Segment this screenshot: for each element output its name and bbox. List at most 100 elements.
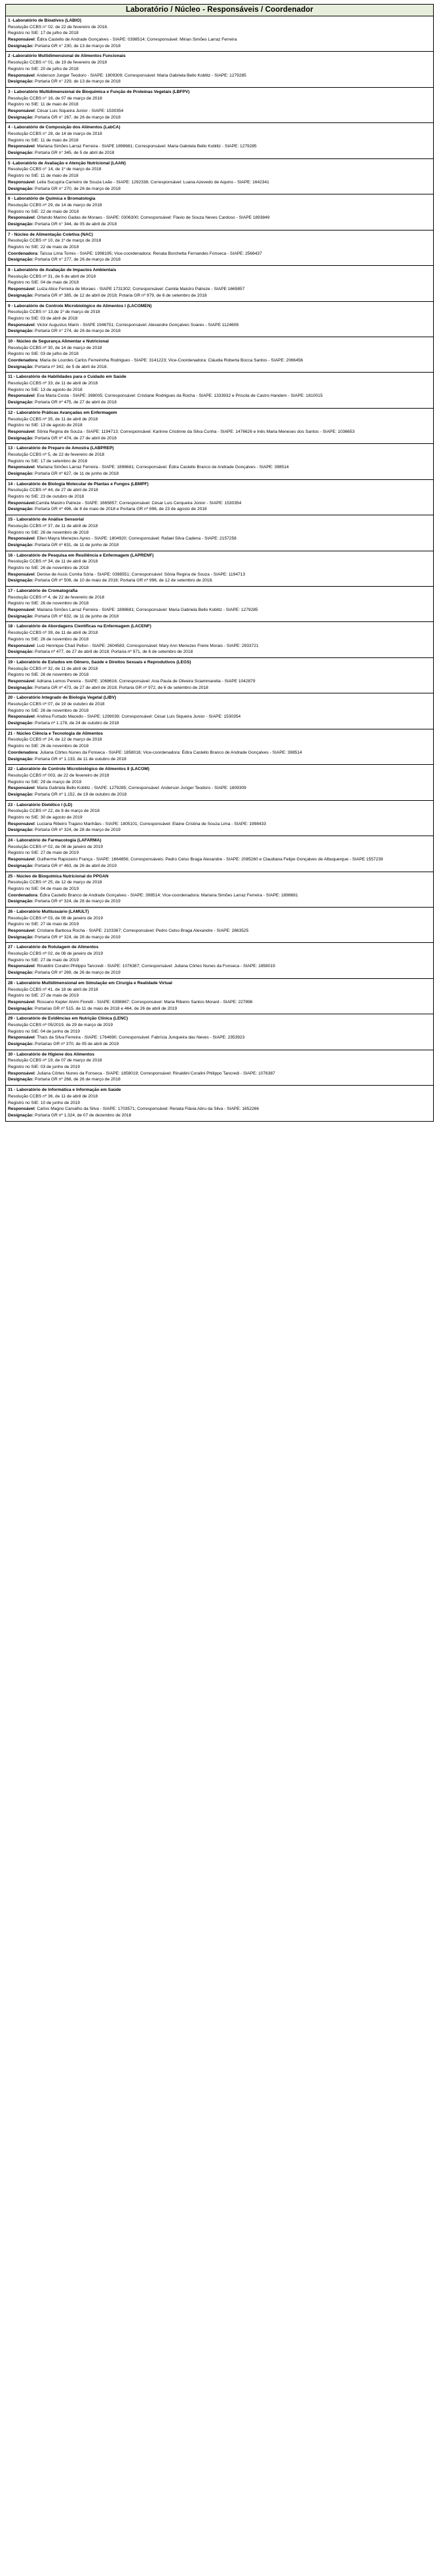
- lab-responsavel: Responsável: Luciana Ribeiro Trajano Man…: [8, 821, 431, 828]
- lab-entry-cell: 10 - Núcleo de Segurança Alimentar e Nut…: [5, 336, 434, 373]
- lab-title: 10 - Núcleo de Segurança Alimentar e Nut…: [8, 339, 109, 344]
- lab-entry: 4 - Laboratório de Composição dos Alimen…: [8, 124, 431, 156]
- lab-responsavel-label: Coordenadora: [8, 251, 38, 256]
- lab-designacao: Designação: Portaria GR nº 632, de 11 de…: [8, 614, 431, 620]
- lab-resolucao: Resolução CCBS n° 16, de 07 de março de …: [8, 96, 102, 101]
- lab-resolucao: Resolução CCBS nº 25, de 12 de março de …: [8, 880, 102, 885]
- lab-responsavel: Responsável: Leila Sucupira Carneiro de …: [8, 179, 431, 186]
- table-row: 14 - Laboratório de Biologia Molecular d…: [5, 479, 434, 516]
- lab-entry-cell: 21 - Núcleo Ciência e Tecnologia de Alim…: [5, 728, 434, 765]
- lab-designacao-label: Designação:: [8, 614, 34, 619]
- lab-entry: 10 - Núcleo de Segurança Alimentar e Nut…: [8, 339, 431, 370]
- lab-designacao-label: Designação:: [8, 934, 34, 940]
- lab-title: 2 -Laboratório Multidimensional de Alime…: [8, 54, 126, 59]
- lab-designacao-value: Portaria nº 342, de 5 de abril de 2018.: [33, 364, 108, 369]
- lab-title: 30 - Laboratório de Higiene dos Alimento…: [8, 1052, 95, 1057]
- lab-registro-sie: Registro no SIE: 26 de novembro de 2018: [8, 708, 89, 713]
- table-row: 4 - Laboratório de Composição dos Alimen…: [5, 122, 434, 159]
- lab-responsavel-label: Responsável: [8, 857, 35, 862]
- lab-responsavel: Responsável: Sônia Regina de Souza - SIA…: [8, 429, 431, 435]
- lab-designacao: Designação: Portaria GR n° 267, de 26 de…: [8, 115, 431, 121]
- lab-entry: 5 -Laboratório de Avaliação e Atenção Nu…: [8, 160, 431, 192]
- lab-resolucao: Resolução CCBS n° 02. de 22 de fevereiro…: [8, 24, 108, 29]
- lab-designacao-value: Portaria GR n° 274, de 26 de março de 20…: [33, 329, 121, 334]
- lab-designacao: Designação: Portaria GR n° 277, de 26 de…: [8, 257, 431, 263]
- lab-designacao-value: Portarias GR nº 515. de 11 de maio de 20…: [33, 1006, 178, 1011]
- lab-resolucao: Resolução CCBS nº 05/2019, de 29 de març…: [8, 1022, 113, 1027]
- lab-responsavel: Responsável: Andrea Furtado Macedo - SIA…: [8, 714, 431, 720]
- lab-resolucao: Resolução CCBS nº 36, de 11 de abril de …: [8, 1094, 98, 1099]
- lab-registro-sie: Registro no SIE: 26 de novembro de 2018: [8, 636, 89, 642]
- lab-responsavel-label: Responsável: [8, 536, 35, 542]
- lab-designacao: Designação: Portaria GR n° 270, de 26 de…: [8, 186, 431, 193]
- lab-responsavel-value: : Cristiane Barbosa Rocha - SIAPE: 21033…: [34, 929, 249, 933]
- lab-registro-sie: Registro no SIE: 30 de agosto de 2019: [8, 815, 83, 820]
- lab-responsavel-label: Responsável: [8, 215, 35, 221]
- table-row: 10 - Núcleo de Segurança Alimentar e Nut…: [5, 336, 434, 373]
- lab-designacao-value: Portaria GR n° 277, de 26 de março de 20…: [33, 257, 121, 263]
- lab-entry-cell: 7 - Núcleo de Alimentação Coletiva (NAC)…: [5, 229, 434, 267]
- lab-designacao-label: Designação:: [8, 542, 34, 547]
- lab-responsavel-label: Responsável: [8, 322, 35, 327]
- lab-registro-sie: Registro no SIE: 17 de julho de 2018: [8, 31, 79, 36]
- lab-responsavel-value: : Édira Castello Branco de Andrade Gonça…: [37, 892, 298, 898]
- lab-designacao-label: Designação:: [8, 507, 34, 512]
- lab-responsavel: Responsável: César Luis Siqueira Junior …: [8, 108, 431, 115]
- table-header-cell: Laboratório / Núcleo - Responsáveis / Co…: [5, 4, 434, 16]
- lab-resolucao: Resolução CCBS n° 01, de 19 de fevereiro…: [8, 60, 107, 65]
- lab-designacao-label: Designação:: [8, 257, 34, 263]
- lab-entry: 1 -Laboratório de Bioativos (LABIO) Resol…: [8, 18, 431, 49]
- lab-registro-sie: Registro no SIE: 03 de abril de 2018: [8, 316, 78, 321]
- table-header-row: Laboratório / Núcleo - Responsáveis / Co…: [5, 4, 434, 16]
- lab-designacao-value: Portaria GR nº 1.152, de 19 de outubro d…: [33, 792, 127, 797]
- lab-designacao: Designação: Portaria GR n° 345, de 5 de …: [8, 150, 431, 156]
- lab-responsavel-value: : Andrea Furtado Macedo - SIAPE: 1299039…: [34, 714, 241, 720]
- lab-responsavel-label: Responsável: [8, 964, 35, 969]
- lab-responsavel-value: : Victor Augustus Marin - SIAPE 1946751;…: [34, 322, 239, 327]
- lab-responsavel: Responsável: Victor Augustus Marin - SIA…: [8, 322, 431, 329]
- lab-responsavel-value: : César Luis Siqueira Junior - SIAPE: 15…: [34, 108, 124, 113]
- lab-registro-sie: Registro no SIE: 11 de maio de 2018: [8, 138, 79, 143]
- lab-title: 28 - Laboratório Multidimensional em Sim…: [8, 980, 172, 985]
- lab-responsavel-value: : Édira Castello de Andrade Gonçalves - …: [34, 37, 237, 43]
- lab-designacao-value: Portaria GR nº 324, de 28 de março de 20…: [33, 934, 121, 940]
- lab-title: 14 - Laboratório de Biologia Molecular d…: [8, 481, 149, 487]
- lab-entry: 6 - Laboratório de Química e Bromatologi…: [8, 196, 431, 227]
- lab-title: 7 - Núcleo de Alimentação Coletiva (NAC): [8, 232, 93, 237]
- lab-designacao-label: Designação:: [8, 1113, 34, 1118]
- lab-entry-cell: 30 - Laboratório de Higiene dos Alimento…: [5, 1049, 434, 1086]
- table-row: 6 - Laboratório de Química e Bromatologi…: [5, 194, 434, 230]
- lab-responsavel-value: : Anderson Junger Teodoro - SIAPE: 18093…: [34, 73, 246, 78]
- lab-designacao-label: Designação:: [8, 186, 34, 191]
- table-row: 17 - Laboratório de Cromatografia Resoluç…: [5, 585, 434, 623]
- lab-resolucao: Resolução CCBS nº 02, de 08 de janeiro d…: [8, 951, 104, 957]
- lab-responsavel-label: Responsável: [8, 1035, 35, 1040]
- table-row: 18 - Laboratório de Abordagens Científic…: [5, 621, 434, 658]
- lab-resolucao: Resolução CCBS nº 003, de 22 de fevereir…: [8, 773, 109, 778]
- table-row: 7 - Núcleo de Alimentação Coletiva (NAC)…: [5, 229, 434, 267]
- lab-designacao: Designação: Portarias GR nº 515. de 11 d…: [8, 1006, 431, 1012]
- lab-responsavel-value: : Juliana Côrtes Nunes da Fonseca - SIAP…: [37, 750, 302, 755]
- lab-entry: 18 - Laboratório de Abordagens Científic…: [8, 623, 431, 655]
- lab-entry: 24 - Laboratório de Farmacologia (LAFARM…: [8, 837, 431, 869]
- lab-designacao-value: Portaria GR nº 324, de 28 de março de 20…: [33, 828, 121, 833]
- lab-responsavel: Responsável: Denise de Assis Corrêa Sóri…: [8, 572, 431, 578]
- lab-responsavel-value: : Juliana Côrtes Nunes da Fonseca - SIAP…: [34, 1071, 275, 1076]
- lab-responsavel: Responsável: Cristiane Barbosa Rocha - S…: [8, 928, 431, 934]
- lab-designacao: Designação: Portaria GR nº 496, de 8 de …: [8, 506, 431, 513]
- lab-designacao-label: Designação:: [8, 578, 34, 583]
- table-row: 3 - Laboratório Multidimensional de Bioq…: [5, 86, 434, 124]
- lab-responsavel-value: : Mariana Simões Larraz Ferreira - SIAPE…: [34, 465, 289, 470]
- lab-resolucao: Resolução CCBS n° 14, de 1º de março de …: [8, 167, 102, 172]
- lab-responsavel-label: Responsável:: [8, 500, 36, 506]
- table-row: 12 - Laboratório Práticas Avançadas em E…: [5, 407, 434, 445]
- lab-entry-cell: 8 - Laboratório de Avaliação de Impactos…: [5, 265, 434, 302]
- lab-designacao-label: Designação:: [8, 435, 34, 441]
- table-row: 23 - Laboratório Dietético I (LD) Resoluç…: [5, 800, 434, 837]
- lab-resolucao: Resolução CCBS nº 19, de 07 de março de …: [8, 1058, 102, 1063]
- lab-designacao-value: Portaria GR n° 270, de 26 de março de 20…: [33, 186, 121, 191]
- lab-resolucao: Resolução CCBS nº 31, de 6 de abril de 2…: [8, 274, 96, 279]
- lab-designacao: Designação: Portaria GR nº 269, de 26 de…: [8, 970, 431, 976]
- table-row: 26 - Laboratório Multiusuário (LAMULT) Re…: [5, 906, 434, 944]
- lab-responsavel-value: : Rossano Kepler Alvim Fiorelli - SIAPE:…: [34, 999, 253, 1004]
